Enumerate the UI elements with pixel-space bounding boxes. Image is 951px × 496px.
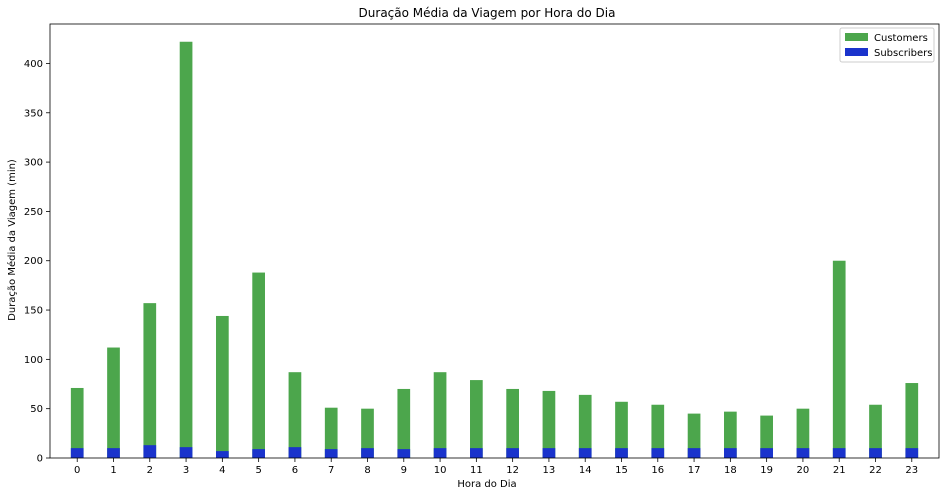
bar-customers-7 bbox=[324, 407, 338, 458]
bar-subscribers-23 bbox=[905, 448, 919, 458]
x-tick-label: 3 bbox=[183, 465, 189, 476]
bar-subscribers-4 bbox=[216, 451, 229, 458]
bar-customers-21 bbox=[832, 260, 846, 458]
bar-customers-22 bbox=[869, 404, 882, 458]
y-tick-label: 100 bbox=[24, 355, 43, 366]
legend-label-customers: Customers bbox=[874, 33, 928, 44]
bar-customers-16 bbox=[651, 404, 665, 458]
bar-subscribers-20 bbox=[796, 448, 810, 458]
bar-customers-1 bbox=[107, 347, 120, 458]
x-tick-label: 23 bbox=[905, 465, 918, 476]
x-axis-label: Hora do Dia bbox=[457, 479, 516, 490]
bar-customers-8 bbox=[361, 408, 374, 458]
bar-customers-9 bbox=[397, 388, 411, 458]
series-subscribers bbox=[70, 445, 919, 458]
x-tick-label: 6 bbox=[292, 465, 298, 476]
x-tick-label: 9 bbox=[401, 465, 407, 476]
x-tick-label: 19 bbox=[760, 465, 773, 476]
bar-subscribers-16 bbox=[651, 448, 665, 458]
x-tick-label: 7 bbox=[328, 465, 334, 476]
bar-customers-5 bbox=[252, 272, 265, 458]
bar-subscribers-13 bbox=[542, 448, 556, 458]
x-tick-label: 4 bbox=[219, 465, 225, 476]
x-tick-label: 10 bbox=[434, 465, 447, 476]
x-tick-label: 17 bbox=[688, 465, 701, 476]
bar-subscribers-14 bbox=[578, 448, 592, 458]
y-tick-label: 350 bbox=[24, 108, 43, 119]
legend-swatch-subscribers bbox=[845, 48, 868, 56]
bar-customers-23 bbox=[905, 383, 919, 458]
bar-customers-13 bbox=[542, 390, 556, 458]
bar-customers-0 bbox=[70, 387, 84, 458]
bar-subscribers-3 bbox=[179, 447, 193, 458]
bar-customers-6 bbox=[288, 372, 302, 458]
legend-swatch-customers bbox=[845, 33, 868, 41]
x-tick-label: 11 bbox=[470, 465, 483, 476]
bar-subscribers-21 bbox=[832, 448, 846, 458]
x-tick-label: 8 bbox=[364, 465, 370, 476]
series-customers bbox=[70, 41, 919, 458]
bar-subscribers-17 bbox=[687, 448, 701, 458]
bar-customers-18 bbox=[724, 411, 737, 458]
y-tick-label: 300 bbox=[24, 158, 43, 169]
x-tick-label: 14 bbox=[579, 465, 592, 476]
bar-subscribers-2 bbox=[143, 445, 157, 458]
bar-subscribers-10 bbox=[433, 448, 447, 458]
plot-frame bbox=[49, 23, 940, 459]
bar-customers-14 bbox=[578, 394, 592, 458]
x-tick-label: 18 bbox=[724, 465, 737, 476]
y-tick-label: 50 bbox=[30, 404, 43, 415]
y-tick-label: 200 bbox=[24, 256, 43, 267]
bar-subscribers-8 bbox=[361, 448, 374, 458]
x-tick-label: 2 bbox=[147, 465, 153, 476]
bar-subscribers-19 bbox=[760, 448, 773, 458]
bar-subscribers-6 bbox=[288, 447, 302, 458]
bar-subscribers-5 bbox=[252, 449, 265, 458]
bar-subscribers-22 bbox=[869, 448, 882, 458]
bar-customers-4 bbox=[216, 315, 229, 458]
bar-subscribers-18 bbox=[724, 448, 737, 458]
x-tick-label: 13 bbox=[543, 465, 556, 476]
bar-customers-10 bbox=[433, 372, 447, 458]
bar-subscribers-1 bbox=[107, 448, 120, 458]
bar-subscribers-7 bbox=[324, 449, 338, 458]
y-tick-label: 250 bbox=[24, 207, 43, 218]
chart-title: Duração Média da Viagem por Hora do Dia bbox=[359, 6, 616, 20]
bar-customers-11 bbox=[470, 380, 483, 458]
x-tick-label: 15 bbox=[615, 465, 628, 476]
y-tick-label: 0 bbox=[37, 454, 43, 465]
bar-subscribers-9 bbox=[397, 449, 411, 458]
bar-customers-17 bbox=[687, 413, 701, 458]
bar-customers-15 bbox=[615, 401, 628, 458]
y-tick-label: 400 bbox=[24, 59, 43, 70]
x-tick-label: 5 bbox=[255, 465, 261, 476]
bars-group bbox=[70, 41, 919, 458]
bar-customers-2 bbox=[143, 303, 157, 458]
legend: Customers Subscribers bbox=[839, 27, 935, 63]
x-tick-label: 16 bbox=[651, 465, 664, 476]
bar-customers-20 bbox=[796, 408, 810, 458]
legend-label-subscribers: Subscribers bbox=[874, 48, 932, 59]
bar-customers-3 bbox=[179, 41, 193, 458]
x-tick-label: 20 bbox=[797, 465, 810, 476]
y-axis-label: Duração Média da Viagem (min) bbox=[6, 159, 18, 321]
x-tick-label: 0 bbox=[74, 465, 80, 476]
x-tick-label: 12 bbox=[506, 465, 519, 476]
x-tick-label: 22 bbox=[869, 465, 882, 476]
bar-subscribers-15 bbox=[615, 448, 628, 458]
bar-subscribers-12 bbox=[506, 448, 519, 458]
y-tick-label: 150 bbox=[24, 306, 43, 317]
bar-subscribers-0 bbox=[70, 448, 84, 458]
bar-customers-19 bbox=[760, 415, 773, 458]
x-tick-label: 1 bbox=[110, 465, 116, 476]
axes-group bbox=[49, 23, 940, 459]
x-tick-label: 21 bbox=[833, 465, 846, 476]
bar-subscribers-11 bbox=[470, 448, 483, 458]
bar-customers-12 bbox=[506, 388, 519, 458]
